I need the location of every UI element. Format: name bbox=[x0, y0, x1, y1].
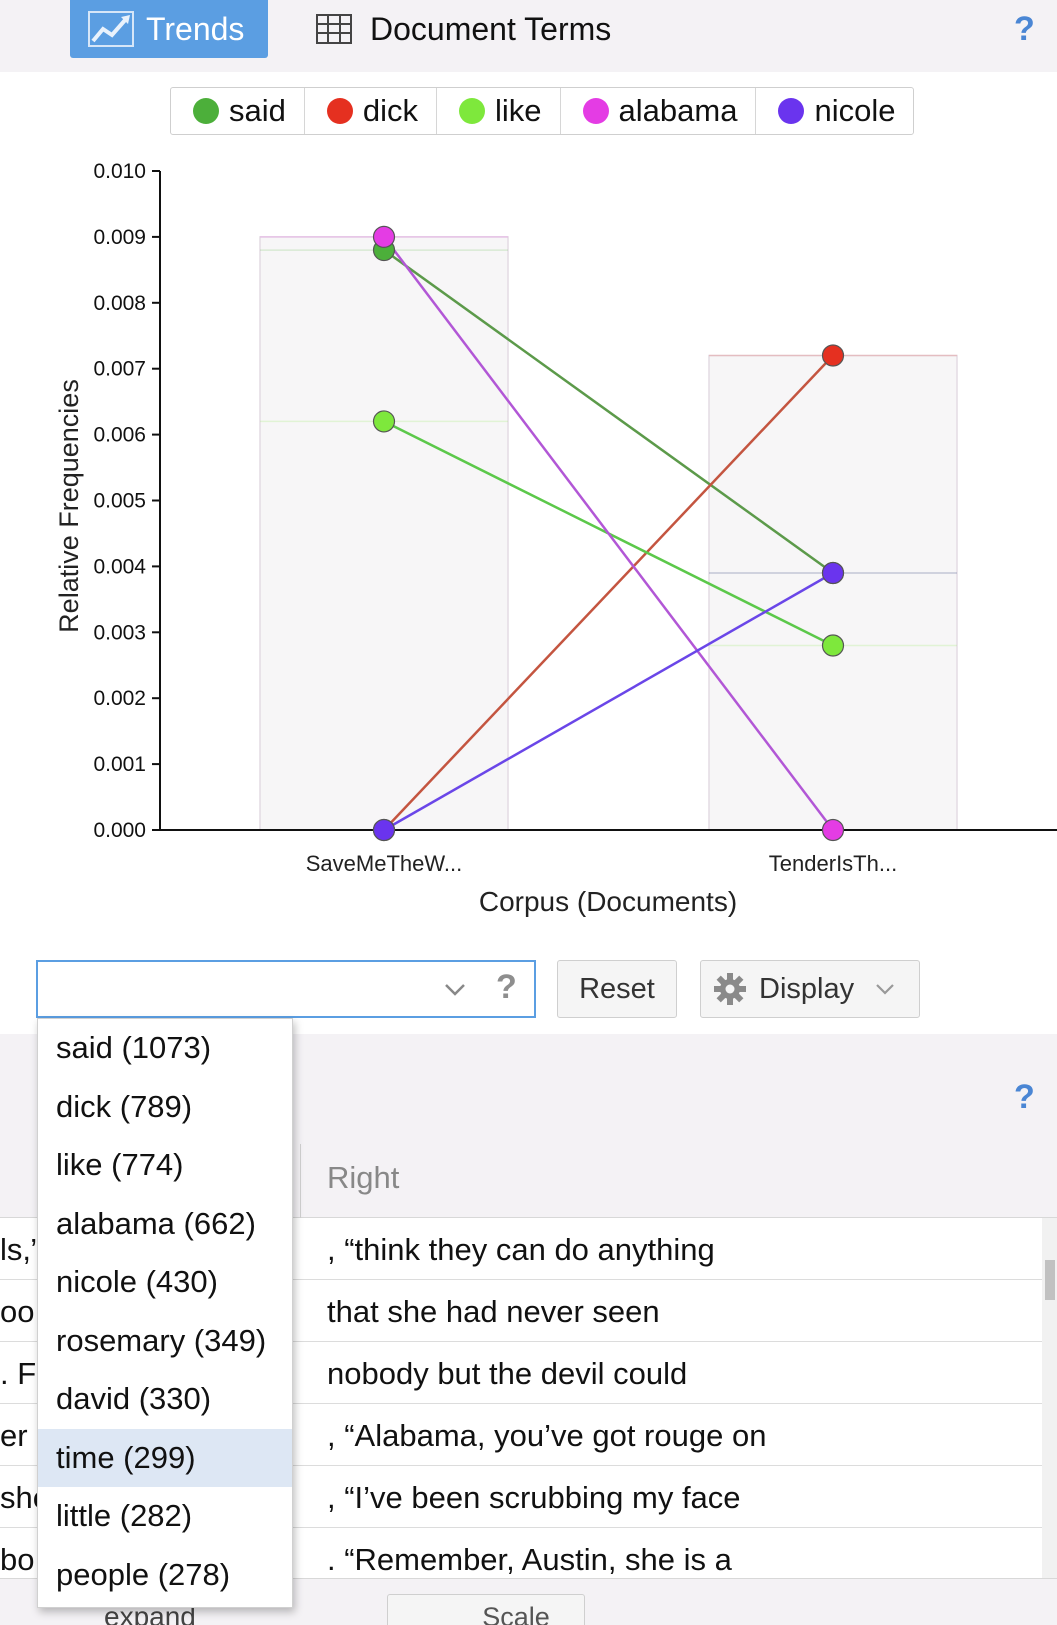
x-tick-label: SaveMeTheW... bbox=[306, 851, 463, 876]
term-search-input[interactable] bbox=[38, 962, 418, 1016]
help-icon[interactable]: ? bbox=[496, 968, 517, 1006]
legend-label: like bbox=[495, 93, 542, 128]
legend-item-like[interactable]: like bbox=[437, 88, 561, 134]
y-tick-label: 0.001 bbox=[93, 753, 146, 776]
data-point-nicole bbox=[821, 561, 845, 585]
dropdown-option[interactable]: dick (789) bbox=[56, 1088, 193, 1124]
y-tick-label: 0.007 bbox=[93, 358, 146, 381]
dropdown-option-highlighted[interactable]: time (299) bbox=[38, 1428, 292, 1487]
legend-dot-icon bbox=[778, 98, 805, 124]
cell-right: that she had never seen bbox=[327, 1294, 660, 1329]
cell-left: bo bbox=[0, 1542, 35, 1577]
dropdown-option[interactable]: like (774) bbox=[56, 1147, 184, 1183]
trends-line-chart: 0.000 0.001 0.002 0.003 0.004 0.005 0.006 0.007… bbox=[54, 160, 1057, 917]
legend-label: alabama bbox=[618, 93, 738, 128]
y-tick-label: 0.000 bbox=[93, 819, 146, 842]
cell-left: . F bbox=[0, 1356, 37, 1391]
chart-legend: said dick like alabama nicole bbox=[170, 87, 915, 135]
legend-dot-icon bbox=[459, 98, 486, 124]
tab-document-terms[interactable]: Document Terms bbox=[316, 0, 611, 58]
cell-left: oo bbox=[0, 1294, 35, 1329]
series-line-alabama bbox=[383, 236, 834, 831]
table-icon bbox=[316, 14, 352, 44]
cell-left: ls,” bbox=[0, 1232, 40, 1267]
cell-right: , “think they can do anything bbox=[327, 1232, 715, 1267]
line-chart-icon bbox=[88, 11, 134, 47]
legend-label: nicole bbox=[814, 93, 896, 128]
series-line-nicole bbox=[383, 571, 834, 832]
dropdown-option[interactable]: david (330) bbox=[56, 1381, 212, 1417]
cell-left: er bbox=[0, 1418, 28, 1453]
column-header-right[interactable]: Right bbox=[327, 1160, 400, 1195]
y-tick-label: 0.004 bbox=[93, 555, 146, 578]
y-tick-label: 0.002 bbox=[93, 687, 146, 710]
background-bar bbox=[708, 354, 958, 831]
y-axis-title: Relative Frequencies bbox=[54, 379, 84, 633]
data-point-like bbox=[372, 410, 396, 433]
tab-trends[interactable]: Trends bbox=[70, 0, 268, 58]
gear-icon bbox=[714, 973, 746, 1005]
term-search-combobox[interactable]: ? bbox=[36, 960, 536, 1018]
display-button[interactable]: Display bbox=[700, 960, 920, 1018]
cell-right: , “Alabama, you’ve got rouge on bbox=[327, 1418, 767, 1453]
x-axis-title: Corpus (Documents) bbox=[479, 886, 737, 917]
term-dropdown-list: said (1073) dick (789) like (774) alabam… bbox=[37, 1018, 293, 1608]
dropdown-option[interactable]: people (278) bbox=[56, 1556, 231, 1592]
cell-right: nobody but the devil could bbox=[327, 1356, 688, 1391]
dropdown-option[interactable]: said (1073) bbox=[56, 1030, 212, 1066]
chevron-down-icon[interactable] bbox=[442, 976, 468, 1002]
series-line-said bbox=[383, 249, 834, 575]
scrollbar-thumb[interactable] bbox=[1045, 1260, 1055, 1300]
y-tick-label: 0.003 bbox=[93, 621, 146, 644]
help-icon[interactable]: ? bbox=[1014, 10, 1035, 48]
legend-label: said bbox=[229, 93, 286, 128]
data-point-nicole bbox=[372, 818, 396, 842]
data-point-alabama bbox=[372, 225, 396, 248]
cell-right: . “Remember, Austin, she is a bbox=[327, 1542, 732, 1577]
dropdown-option[interactable]: alabama (662) bbox=[56, 1205, 256, 1241]
legend-label: dick bbox=[362, 93, 419, 128]
y-tick-label: 0.010 bbox=[93, 160, 146, 183]
dropdown-option[interactable]: rosemary (349) bbox=[56, 1322, 267, 1358]
legend-item-nicole[interactable]: nicole bbox=[756, 88, 913, 134]
help-icon[interactable]: ? bbox=[1014, 1078, 1035, 1116]
x-tick-label: TenderIsTh... bbox=[769, 851, 897, 876]
legend-dot-icon bbox=[582, 98, 609, 124]
legend-dot-icon bbox=[193, 98, 219, 124]
data-point-dick bbox=[821, 344, 845, 367]
background-bar bbox=[259, 236, 509, 831]
cell-right: , “I’ve been scrubbing my face bbox=[327, 1480, 741, 1515]
legend-dot-icon bbox=[326, 98, 353, 124]
y-tick-label: 0.005 bbox=[93, 490, 146, 513]
tab-document-terms-label: Document Terms bbox=[370, 10, 612, 47]
data-point-like bbox=[821, 634, 845, 657]
tab-bar: Trends Document Terms ? bbox=[0, 0, 1057, 72]
y-tick-label: 0.006 bbox=[93, 424, 146, 447]
legend-item-said[interactable]: said bbox=[171, 88, 305, 134]
grid-scrollbar[interactable] bbox=[1042, 1218, 1057, 1578]
y-tick-label: 0.008 bbox=[93, 292, 146, 315]
dropdown-option[interactable]: little (282) bbox=[56, 1498, 193, 1534]
data-point-alabama bbox=[821, 818, 845, 842]
series-line-dick bbox=[383, 354, 834, 831]
column-divider[interactable] bbox=[300, 1144, 301, 1218]
display-button-label: Display bbox=[759, 972, 855, 1005]
cell-left: she bbox=[0, 1480, 40, 1515]
legend-item-alabama[interactable]: alabama bbox=[561, 88, 757, 134]
legend-item-dick[interactable]: dick bbox=[305, 88, 438, 134]
tab-trends-label: Trends bbox=[146, 10, 245, 47]
y-tick-label: 0.009 bbox=[93, 226, 146, 249]
scale-button[interactable]: Scale bbox=[387, 1594, 585, 1625]
dropdown-option[interactable]: nicole (430) bbox=[56, 1264, 218, 1300]
reset-button[interactable]: Reset bbox=[557, 960, 677, 1018]
contexts-grid-rows: ls,” , “think they can do anything oo th… bbox=[0, 1218, 1042, 1590]
chevron-down-icon bbox=[876, 984, 894, 995]
